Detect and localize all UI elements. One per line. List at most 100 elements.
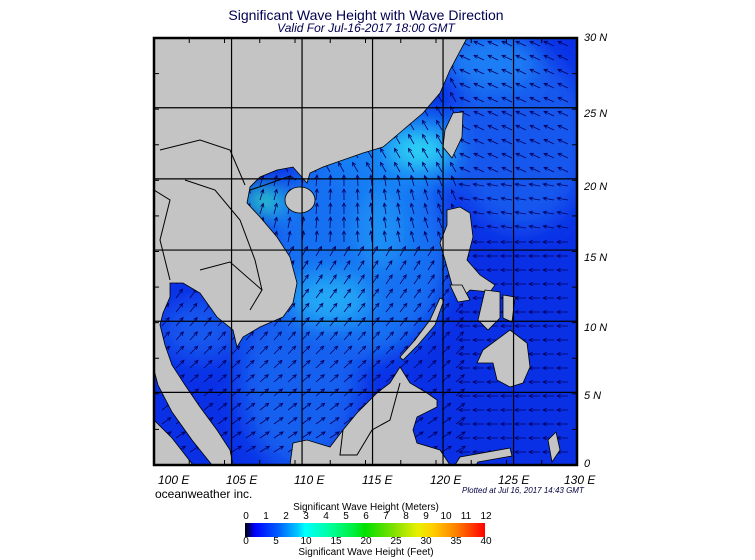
wave-direction-arrow [528,393,540,399]
lat-label-10n: 10 N [584,322,608,334]
wave-direction-arrow [382,230,387,243]
wave-direction-arrow [529,82,541,89]
wave-direction-arrow [355,174,360,187]
wave-direction-arrow [543,152,555,159]
wave-direction-arrow [556,337,568,343]
wave-direction-arrow [458,309,470,315]
wave-direction-arrow [472,393,484,399]
wave-direction-arrow [529,152,541,159]
wave-direction-arrow [231,374,241,383]
chart-subtitle: Valid For Jul-16-2017 18:00 GMT [277,21,455,35]
wave-direction-arrow [473,124,485,131]
wave-direction-arrow [175,302,184,313]
wave-direction-arrow [273,359,283,369]
wave-direction-arrow [357,274,365,285]
wave-direction-arrow [472,196,485,201]
wave-direction-arrow [472,421,484,427]
border-line [154,189,171,281]
wave-direction-arrow [217,374,227,383]
wave-direction-arrow [458,323,470,329]
wave-direction-arrow [355,188,360,201]
wave-direction-arrow [556,253,568,259]
wave-direction-arrow [422,133,429,145]
wave-direction-arrow [315,259,323,271]
wave-direction-arrow [473,152,485,159]
wave-direction-arrow [515,54,527,61]
wave-direction-arrow [487,152,499,159]
wave-direction-arrow [328,188,333,201]
wave-direction-arrow [458,421,470,427]
wave-direction-arrow [314,216,319,229]
wave-direction-arrow [500,253,512,259]
wave-direction-arrow [329,359,339,369]
wave-direction-arrow [175,345,185,355]
lat-label-30n: 30 N [584,32,608,44]
wave-direction-arrow [217,359,227,369]
wave-direction-arrow [329,331,339,341]
wave-direction-arrow [273,431,284,439]
wave-direction-arrow [472,365,484,371]
wave-direction-arrow [436,161,443,173]
wave-direction-arrow [472,449,484,455]
wave-direction-arrow [301,331,311,341]
wave-direction-arrow [396,230,401,243]
land-taiwan [442,111,464,159]
wave-direction-arrow [529,110,541,117]
map-borders [154,139,401,456]
wave-direction-arrow [328,230,333,243]
wave-direction-arrow [486,421,498,427]
wave-direction-arrow [343,331,353,341]
wave-direction-arrow [472,435,484,441]
lon-label-130e: 130 E [564,473,596,487]
wave-direction-arrow [394,161,401,173]
wave-direction-arrow [500,224,513,229]
wave-direction-arrow [371,359,381,369]
wave-direction-arrow [301,417,312,425]
wave-direction-arrow [396,174,401,187]
wave-direction-arrow [341,202,347,215]
wave-direction-arrow [528,182,541,187]
wave-direction-arrow [203,359,213,369]
border-line [159,139,246,186]
wave-direction-arrow [450,77,457,89]
wave-direction-arrow [487,110,499,117]
wave-direction-arrow [301,359,311,369]
colorbar-meter-label: 9 [423,511,429,522]
land-palawan [399,297,445,361]
wave-direction-arrow [455,302,464,313]
wave-direction-arrow [385,331,395,341]
wave-direction-arrow [473,96,485,103]
wave-direction-arrow [472,323,484,329]
wave-direction-arrow [528,239,540,245]
wave-direction-arrow [175,331,185,341]
wave-direction-arrow [529,166,541,173]
wave-direction-arrow [259,202,265,215]
lat-label-5n: 5 N [584,390,602,402]
wave-direction-arrow [543,138,555,145]
colorbar-feet-label: 5 [273,536,279,547]
wave-direction-arrow [175,431,186,439]
wave-direction-arrow [315,402,326,411]
wave-direction-arrow [343,359,353,369]
colorbar-feet-label: 35 [450,536,462,547]
wave-direction-arrow [487,138,499,145]
wave-direction-arrow [458,365,470,371]
wave-direction-arrow [528,323,540,329]
wave-direction-arrow [315,359,325,369]
wave-direction-arrow [486,267,498,273]
lat-label-15n: 15 N [584,252,608,264]
wave-direction-arrow [501,166,513,173]
wave-direction-arrow [357,302,366,313]
wave-direction-arrow [501,96,513,103]
wave-direction-arrow [385,274,393,285]
wave-direction-arrow [341,216,347,229]
wave-direction-arrow [556,393,568,399]
wave-direction-arrow [450,91,457,103]
wave-direction-arrow [455,374,465,383]
wave-direction-arrow [301,374,311,383]
wave-direction-arrow [473,166,485,173]
wave-direction-arrow [473,138,485,145]
wave-direction-arrow [245,402,256,411]
wave-direction-arrow [455,331,465,341]
wave-direction-arrow [382,216,387,229]
